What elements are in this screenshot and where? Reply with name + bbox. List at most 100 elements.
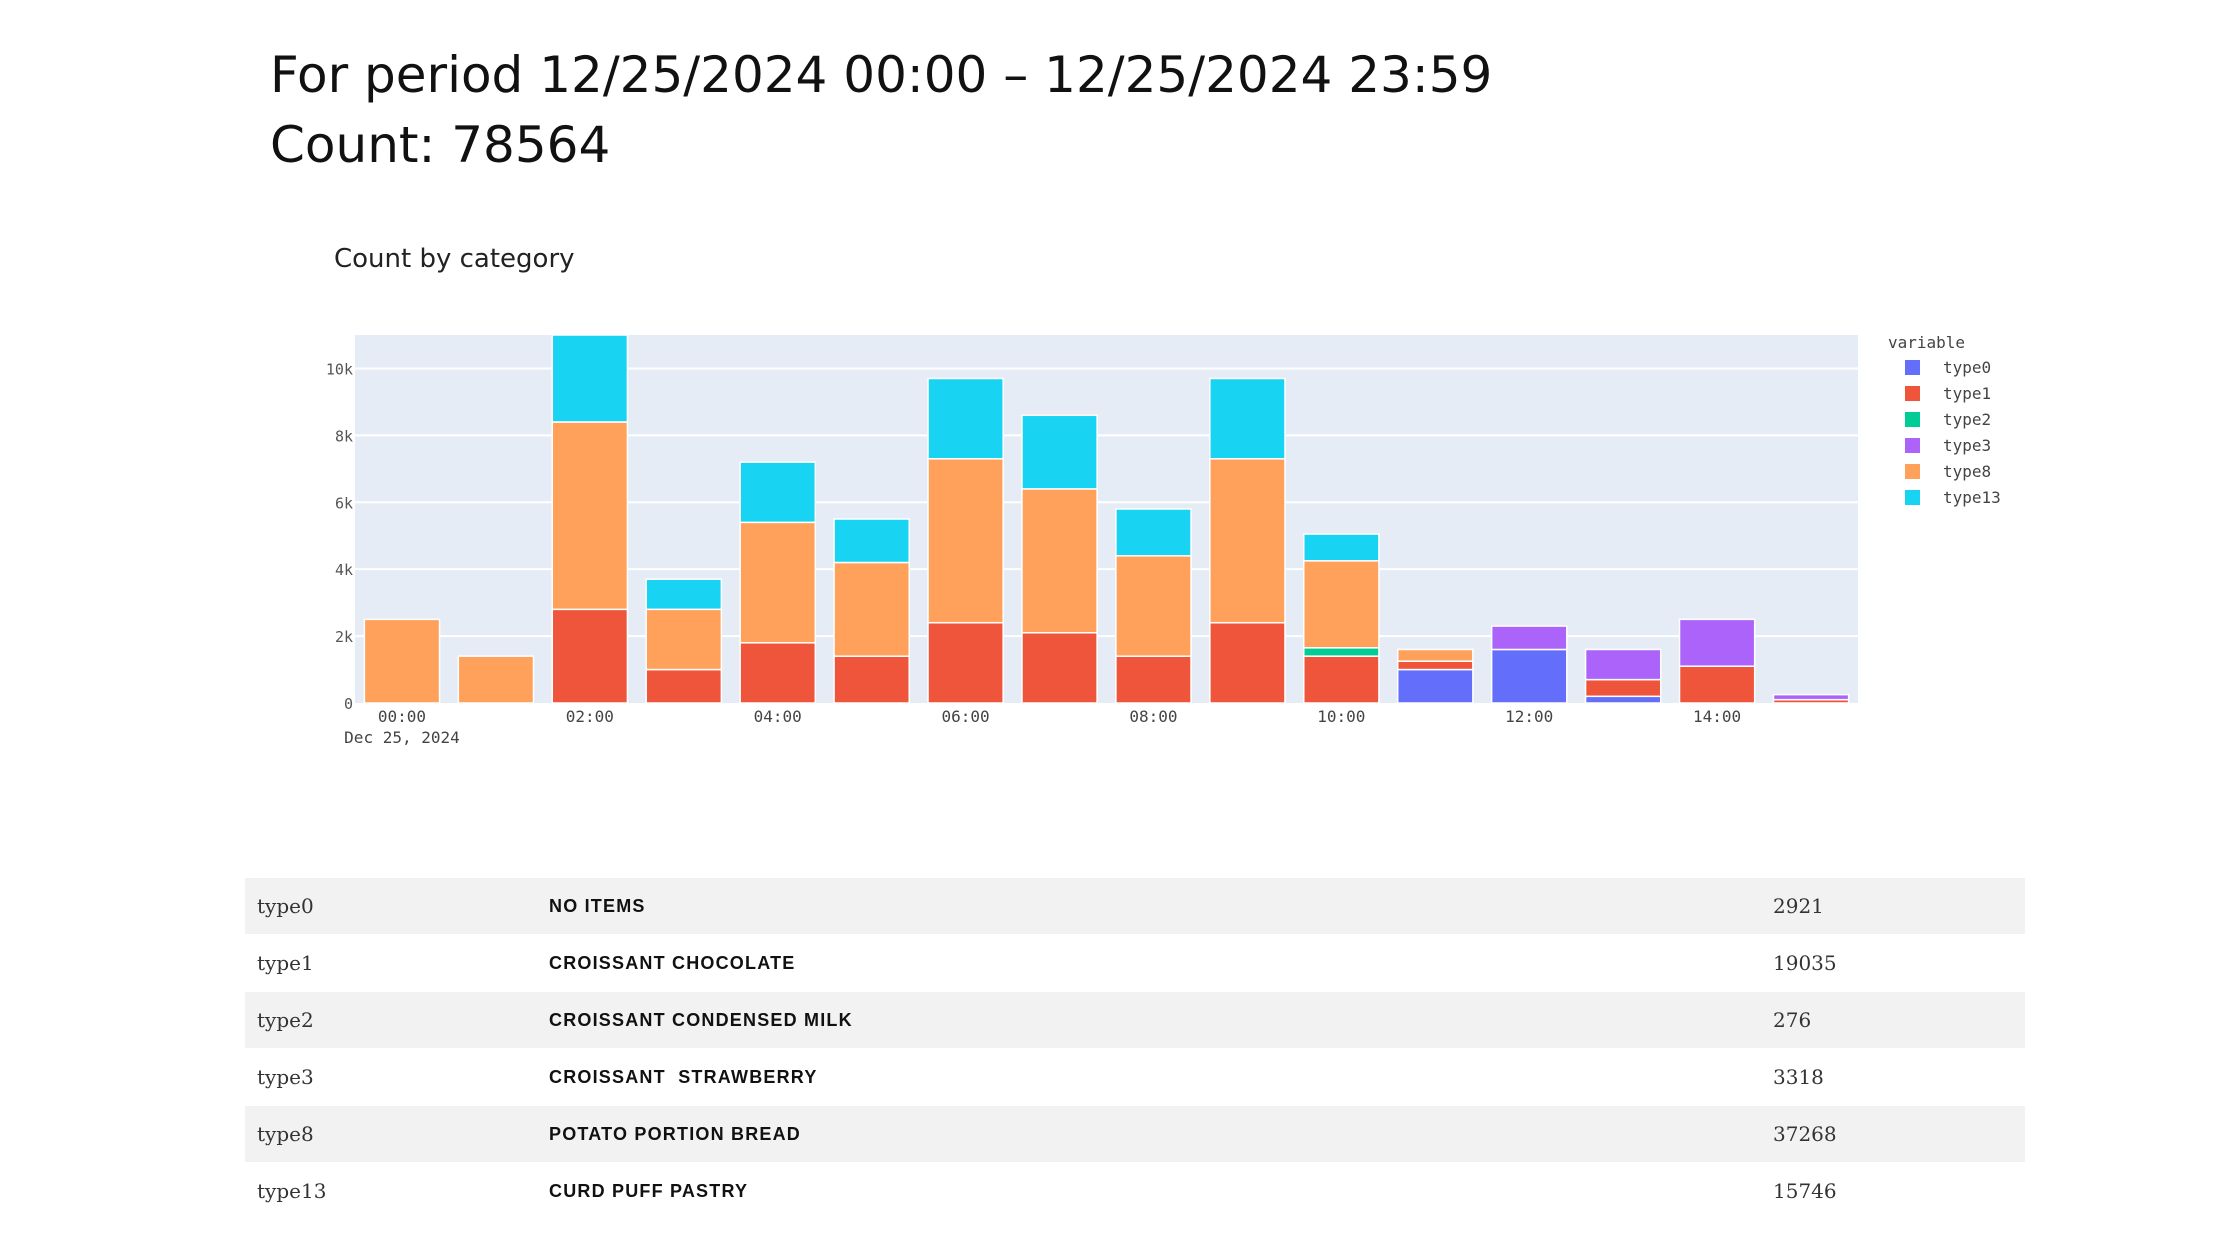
y-tick-label: 8k xyxy=(335,427,353,445)
bar-segment-type1-13:00 xyxy=(1584,678,1662,698)
bar-segment-type8-10:00 xyxy=(1303,560,1380,649)
bar-segment-type8-09:00 xyxy=(1209,458,1286,624)
x-tick-label: 12:00 xyxy=(1505,707,1553,726)
bar-segment-type8-02:00 xyxy=(551,421,629,611)
legend-label-type3: type3 xyxy=(1943,436,1991,455)
legend-swatch-type2 xyxy=(1905,412,1920,427)
category-name-cell: CURD PUFF PASTRY xyxy=(549,1162,1773,1220)
category-id-cell: type0 xyxy=(245,878,549,935)
bar-segment-type3-14:00 xyxy=(1678,618,1756,667)
x-tick-label: 00:00 xyxy=(378,707,426,726)
bar-segment-type0-13:00 xyxy=(1584,695,1662,704)
category-id-cell: type2 xyxy=(245,991,549,1049)
period-heading: For period 12/25/2024 00:00 – 12/25/2024… xyxy=(270,46,1493,104)
bar-segment-type8-01:00 xyxy=(457,655,535,704)
category-name-cell: CROISSANT STRAWBERRY xyxy=(549,1048,1773,1106)
bar-segment-type3-12:00 xyxy=(1490,625,1568,651)
category-count-cell: 276 xyxy=(1773,991,2025,1049)
bar-segment-type13-03:00 xyxy=(645,578,723,611)
bar-segment-type8-07:00 xyxy=(1021,488,1098,634)
category-id-cell: type3 xyxy=(245,1048,549,1106)
bar-segment-type1-05:00 xyxy=(833,655,910,704)
legend-label-type8: type8 xyxy=(1943,462,1991,481)
table-row: type1 CROISSANT CHOCOLATE 19035 xyxy=(245,934,2025,992)
legend-title: variable xyxy=(1888,333,1965,352)
bar-segment-type13-02:00 xyxy=(551,334,629,423)
legend-label-type1: type1 xyxy=(1943,384,1991,403)
x-date-label: Dec 25, 2024 xyxy=(344,728,460,747)
y-tick-label: 10k xyxy=(326,360,353,378)
bar-segment-type13-04:00 xyxy=(739,461,817,524)
bar-segment-type13-09:00 xyxy=(1209,377,1286,460)
bar-segment-type3-15:00 xyxy=(1772,693,1850,701)
y-tick-label: 6k xyxy=(335,494,353,512)
x-tick-label: 10:00 xyxy=(1317,707,1365,726)
y-tick-label: 0 xyxy=(344,695,353,713)
x-tick-label: 08:00 xyxy=(1129,707,1177,726)
category-name-cell: POTATO PORTION BREAD xyxy=(549,1105,1773,1163)
bar-segment-type8-04:00 xyxy=(739,521,817,644)
bar-segment-type8-03:00 xyxy=(645,608,723,671)
bar-segment-type13-06:00 xyxy=(927,377,1004,460)
report-header: For period 12/25/2024 00:00 – 12/25/2024… xyxy=(270,40,1492,180)
category-name-cell: CROISSANT CONDENSED MILK xyxy=(549,991,1773,1049)
category-count-cell: 15746 xyxy=(1773,1162,2025,1220)
y-tick-label: 2k xyxy=(335,628,353,646)
bar-segment-type1-07:00 xyxy=(1021,631,1098,704)
bar-segment-type3-13:00 xyxy=(1584,648,1662,681)
bar-segment-type13-10:00 xyxy=(1303,533,1380,562)
bar-segment-type13-08:00 xyxy=(1115,508,1192,557)
x-tick-label: 02:00 xyxy=(566,707,614,726)
bar-segment-type1-11:00 xyxy=(1396,660,1474,671)
category-id-cell: type13 xyxy=(245,1162,549,1220)
category-name-cell: CROISSANT CHOCOLATE xyxy=(549,934,1773,992)
bar-segment-type2-10:00 xyxy=(1303,647,1380,657)
bar-segment-type1-06:00 xyxy=(927,621,1004,704)
bar-segment-type1-09:00 xyxy=(1209,621,1286,704)
bar-segment-type13-05:00 xyxy=(833,518,910,564)
legend-swatch-type1 xyxy=(1905,386,1920,401)
bar-segment-type8-05:00 xyxy=(833,561,910,657)
x-tick-label: 04:00 xyxy=(754,707,802,726)
category-count-cell: 19035 xyxy=(1773,934,2025,992)
table-row: type0 NO ITEMS 2921 xyxy=(245,878,2025,935)
chart-title: Count by category xyxy=(334,244,575,274)
bar-segment-type0-11:00 xyxy=(1396,668,1474,704)
legend-swatch-type3 xyxy=(1905,438,1920,453)
table-row: type3 CROISSANT STRAWBERRY 3318 xyxy=(245,1048,2025,1106)
bar-segment-type1-08:00 xyxy=(1115,655,1192,704)
x-tick-label: 14:00 xyxy=(1693,707,1741,726)
y-tick-label: 4k xyxy=(335,561,353,579)
legend-label-type13: type13 xyxy=(1943,488,2001,507)
bar-segment-type0-12:00 xyxy=(1490,648,1568,704)
legend-label-type0: type0 xyxy=(1943,358,1991,377)
bar-segment-type8-11:00 xyxy=(1396,648,1474,662)
bar-segment-type8-06:00 xyxy=(927,458,1004,624)
category-name-cell: NO ITEMS xyxy=(549,878,1773,935)
bar-segment-type8-00:00 xyxy=(363,618,441,704)
category-count-cell: 2921 xyxy=(1773,878,2025,935)
legend-label-type2: type2 xyxy=(1943,410,1991,429)
bar-segment-type1-14:00 xyxy=(1678,665,1756,704)
category-id-cell: type1 xyxy=(245,934,549,992)
bar-segment-type1-02:00 xyxy=(551,608,629,704)
x-tick-label: 06:00 xyxy=(942,707,990,726)
total-count-heading: Count: 78564 xyxy=(270,116,611,174)
category-table-body: type0 NO ITEMS 2921 type1 CROISSANT CHOCOLAT… xyxy=(245,878,2025,1220)
bar-segment-type13-07:00 xyxy=(1021,414,1098,490)
bar-segment-type1-04:00 xyxy=(739,642,817,704)
bar-segment-type1-03:00 xyxy=(645,668,723,704)
table-row: type13 CURD PUFF PASTRY 15746 xyxy=(245,1162,2025,1220)
legend-swatch-type13 xyxy=(1905,490,1920,505)
category-count-cell: 37268 xyxy=(1773,1105,2025,1163)
category-table: type0 NO ITEMS 2921 type1 CROISSANT CHOCOLAT… xyxy=(245,878,2025,1220)
legend-swatch-type8 xyxy=(1905,464,1920,479)
bar-segment-type8-08:00 xyxy=(1115,555,1192,657)
category-id-cell: type8 xyxy=(245,1105,549,1163)
table-row: type2 CROISSANT CONDENSED MILK 276 xyxy=(245,991,2025,1049)
stacked-bar-chart: 0 2k 4k 6k 8k 10k 00:00 02:00 04:00 06:00 08:00 10:… xyxy=(326,333,2001,747)
legend-swatch-type0 xyxy=(1905,360,1920,375)
category-count-cell: 3318 xyxy=(1773,1048,2025,1106)
table-row: type8 POTATO PORTION BREAD 37268 xyxy=(245,1105,2025,1163)
bar-segment-type1-10:00 xyxy=(1303,655,1380,704)
